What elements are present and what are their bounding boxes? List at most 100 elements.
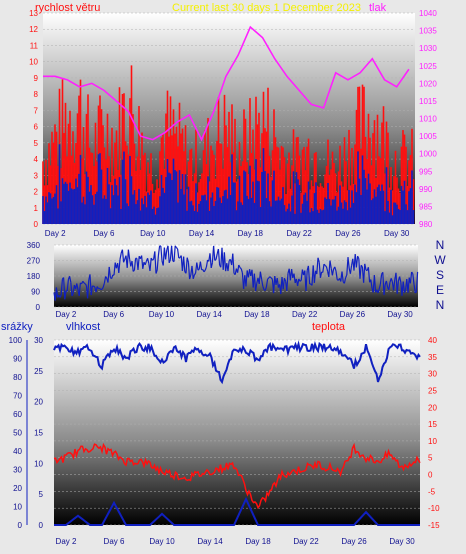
wind-direction-segment [238,264,241,268]
wind-direction-segment [262,285,265,290]
wind-direction-series [53,245,419,301]
wind-direction-segment [93,285,96,288]
wind-direction-segment [102,282,105,288]
tick-label: 40 [428,336,437,345]
wind-direction-segment [96,286,99,289]
wind-direction-segment [83,282,86,285]
tick-label: 15 [428,420,437,429]
tick-label: 30 [428,370,437,379]
wind-direction-segment [99,287,102,291]
wind-direction-segment [132,269,135,272]
wind-direction-segment [382,272,385,295]
wind-direction-segment [393,279,396,291]
wind-direction-segment [385,280,389,288]
tick-label: 6 [34,123,39,132]
wind-direction-segment [191,265,194,279]
wind-direction-segment [359,265,362,279]
rain-label: srážky [1,321,33,333]
compass-letter: N [436,298,445,312]
wind-direction-segment [155,269,158,274]
panel3-x-axis-ticks: Day 2 Day 6 Day 10 Day 14 Day 18 Day 22 Day 26… [56,537,416,546]
wind-direction-segment [299,279,302,282]
wind-direction-segment [223,252,227,272]
wind-direction-segment [167,245,170,263]
tick-label: Day 2 [45,229,66,238]
compass-letter: E [436,283,444,297]
wind-direction-segment [147,258,150,264]
wind-direction-segment [84,283,87,286]
tick-label: 0 [34,220,39,229]
tick-label: 90 [13,355,22,364]
tick-label: Day 14 [197,537,223,546]
wind-direction-segment [105,276,108,279]
wind-direction-segment [203,269,206,273]
wind-direction-segment [240,268,243,274]
wind-direction-segment [411,271,414,274]
wind-direction-segment [177,248,180,259]
wind-gust-series [42,144,415,224]
wind-direction-segment [324,265,327,268]
wind-direction-segment [360,264,363,268]
tick-label: 90 [31,288,40,297]
wind-direction-segment [205,259,209,268]
wind-direction-segment [152,258,154,261]
tick-label: 0 [18,521,23,530]
wind-direction-segment [399,276,402,283]
tick-label: 360 [27,241,41,250]
wind-direction-gridlines [54,244,418,308]
tick-label: 1005 [419,132,437,141]
tick-label: 80 [13,373,22,382]
tick-label: Day 18 [244,310,270,319]
tick-label: Day 22 [293,537,319,546]
wind-direction-segment [196,262,199,271]
wind-direction-segment [293,273,296,284]
tick-label: Day 10 [149,310,175,319]
tick-label: Day 2 [55,310,76,319]
wind-direction-segment [160,245,163,261]
panel2-x-axis-ticks: Day 2 Day 6 Day 10 Day 14 Day 18 Day 22 Day 26… [55,310,413,319]
wind-direction-segment [413,284,416,293]
wind-direction-segment [357,255,360,259]
tick-label: 8 [34,90,39,99]
rain-axis-ticks: 0 10 20 30 40 50 60 70 80 90 100 [9,336,28,530]
wind-direction-segment [103,276,107,284]
wind-direction-segment [168,259,171,264]
wind-direction-segment [108,266,111,278]
wind-direction-segment [282,278,285,290]
tick-label: Day 30 [387,310,413,319]
tick-label: 60 [13,410,22,419]
wind-direction-segment [328,260,331,277]
chart-title: Current last 30 days 1 December 2023 [172,2,361,14]
wind-direction-segment [403,289,407,293]
wind-direction-segment [334,266,337,272]
panel1-x-axis-ticks: Day 2 Day 6 Day 10 Day 14 Day 18 Day 22 Day 26… [45,229,410,238]
wind-direction-segment [197,268,200,271]
tick-label: Day 2 [56,537,77,546]
wind-direction-segment [59,294,62,298]
wind-direction-segment [286,273,289,291]
wind-direction-segment [149,258,152,272]
wind-direction-segment [78,282,81,296]
tick-label: Day 14 [189,229,215,238]
tick-label: 3 [34,171,39,180]
tick-label: 20 [13,484,22,493]
temperature-label: teplota [312,321,346,333]
wind-direction-segment [239,267,242,270]
wind-direction-segment [396,280,399,294]
wind-direction-segment [370,279,373,289]
tick-label: 1020 [419,79,437,88]
tick-label: 1000 [419,150,437,159]
wind-direction-segment [325,266,329,272]
wind-direction-segment [118,259,121,273]
tick-label: 7 [34,106,39,115]
tick-label: -15 [428,521,440,530]
tick-label: 0 [39,521,44,530]
wind-direction-segment [119,253,122,260]
wind-direction-segment [95,286,98,293]
wind-direction-segment [210,262,213,269]
tick-label: 980 [419,220,433,229]
wind-direction-segment [213,245,216,261]
wind-direction-segment [255,283,258,292]
tick-label: Day 26 [341,537,367,546]
